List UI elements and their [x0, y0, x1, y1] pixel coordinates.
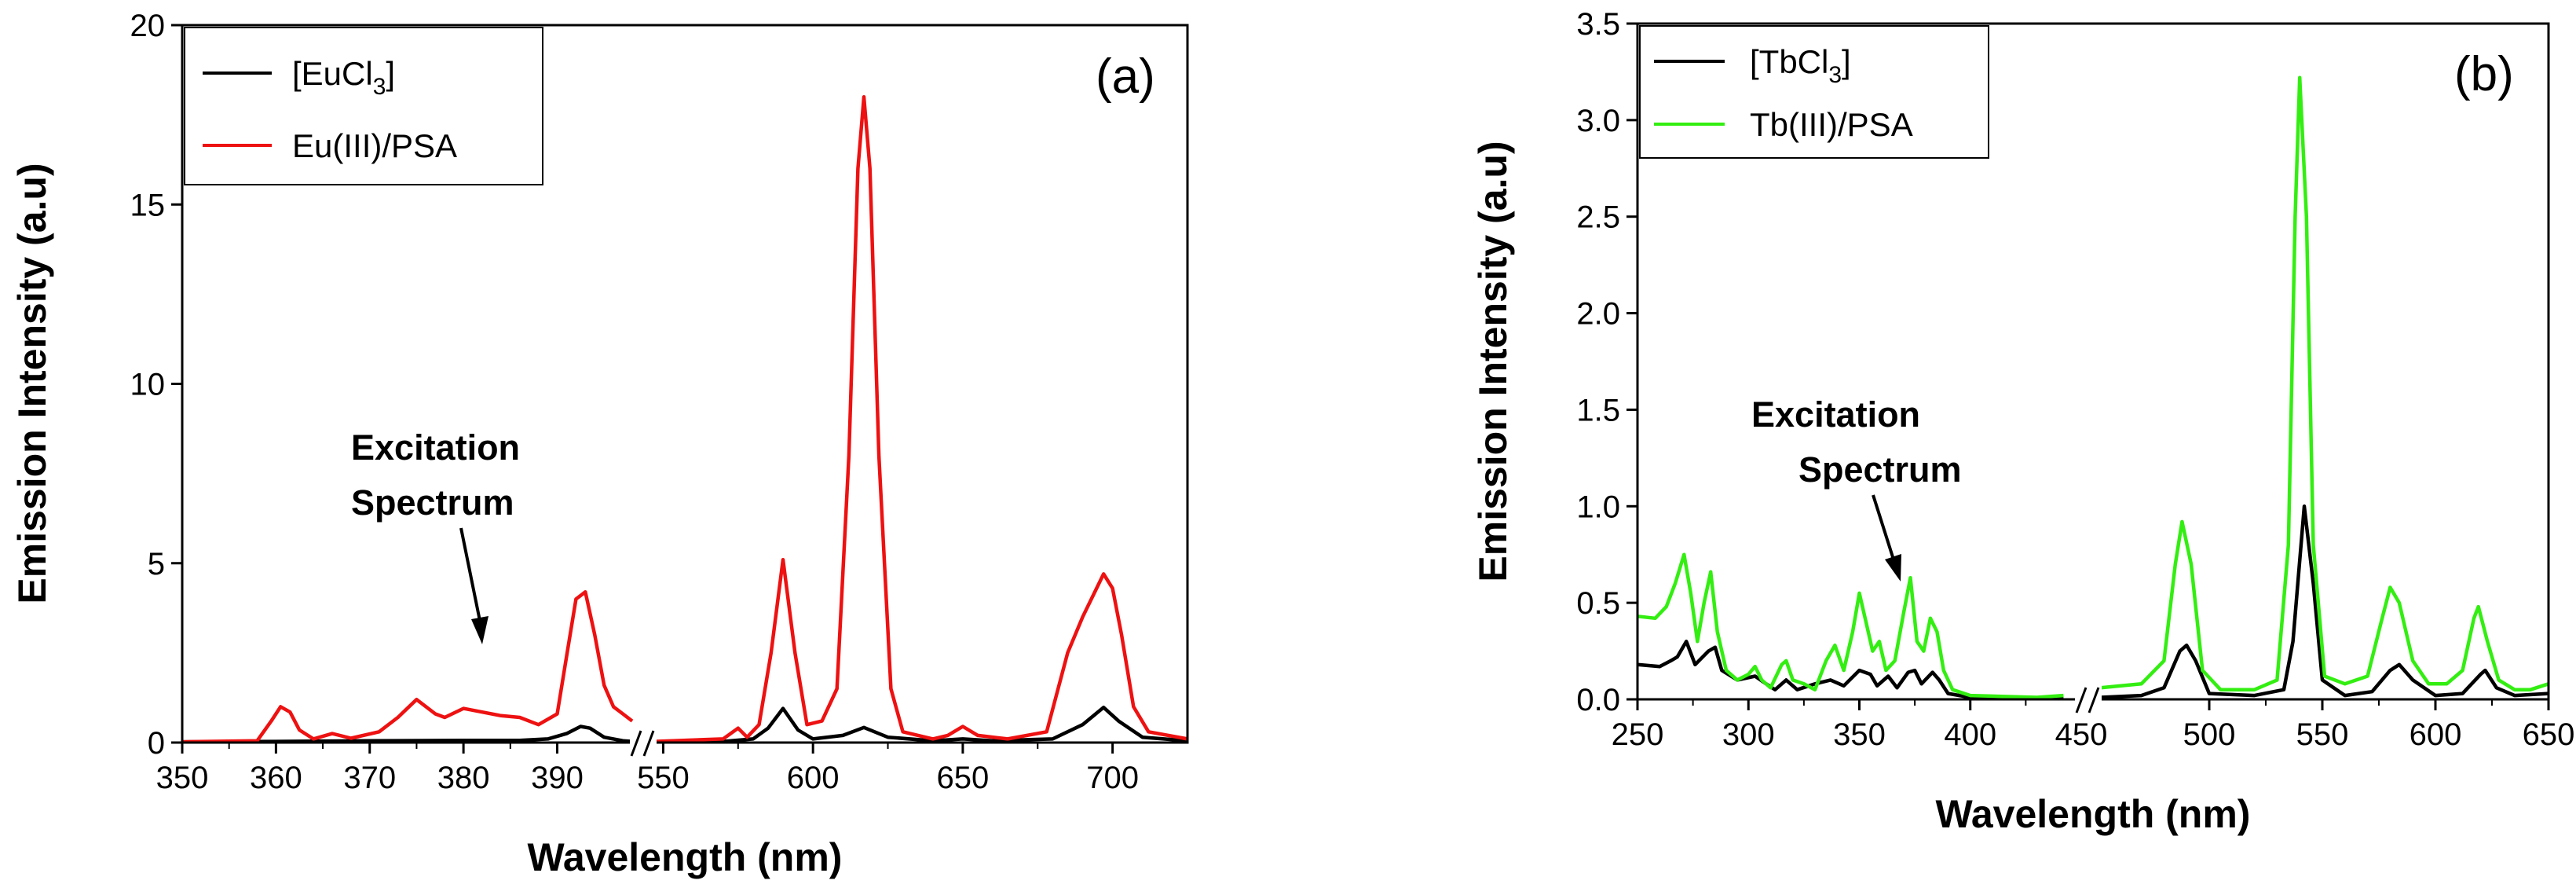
- axis-break-a: [630, 724, 657, 762]
- series-line-a-0-seg0: [181, 724, 633, 744]
- legend-label-eu-psa: Eu(III)/PSA: [292, 127, 457, 164]
- legend-label-tbcl3: [TbCl3]: [1750, 43, 1851, 88]
- series-layer-a: [181, 95, 1188, 744]
- x-tick-label-a-0-4: 390: [531, 761, 584, 795]
- legend-label-eucl3: [EuCl3]: [292, 55, 395, 100]
- x-tick-label-b-1-0: 500: [2183, 717, 2236, 752]
- x-tick-label-b-0-3: 400: [1944, 717, 1996, 752]
- annotation-arrow-a: [459, 527, 488, 644]
- y-tick-label-b-5: 2.5: [1576, 200, 1620, 235]
- legend-box-b: [1639, 25, 1989, 159]
- panel-label-a: (a): [1096, 50, 1155, 104]
- series-line-a-1-seg0: [181, 590, 634, 744]
- annotation-line1-a: Excitation: [351, 427, 520, 468]
- chart-panel-a: 0 5 10 15 20 350 360 370 380 390 550 600 650 700 [EuC…: [10, 9, 1189, 879]
- y-tick-label-b-7: 3.5: [1576, 7, 1620, 42]
- x-axis-title-a: Wavelength (nm): [528, 835, 843, 879]
- y-tick-label-b-0: 0.0: [1576, 683, 1620, 717]
- y-tick-label-b-2: 1.0: [1576, 490, 1620, 524]
- panel-label-b: (b): [2454, 47, 2514, 101]
- y-tick-label-b-1: 0.5: [1576, 586, 1620, 621]
- series-line-b-0-seg1: [2100, 504, 2549, 699]
- x-tick-label-a-0-0: 350: [156, 761, 209, 795]
- x-tick-label-b-1-2: 600: [2410, 717, 2462, 752]
- x-tick-label-b-0-0: 250: [1612, 717, 1664, 752]
- legend-b: [TbCl3] Tb(III)/PSA: [1639, 25, 1989, 159]
- x-tick-label-a-1-1: 600: [787, 761, 840, 795]
- x-tick-label-b-1-3: 650: [2523, 717, 2575, 752]
- y-tick-label-b-6: 3.0: [1576, 104, 1620, 138]
- x-tick-label-a-1-2: 650: [937, 761, 990, 795]
- x-axis-title-b: Wavelength (nm): [1936, 792, 2251, 836]
- x-tick-label-b-0-2: 350: [1833, 717, 1886, 752]
- annotation-line2-a: Spectrum: [351, 482, 514, 523]
- series-line-a-1-seg1: [653, 95, 1188, 743]
- x-tick-label-a-0-1: 360: [250, 761, 302, 795]
- y-tick-label-a-3: 15: [130, 188, 166, 222]
- series-line-b-1-seg1: [2100, 75, 2549, 691]
- tick-layer-b: 0.0 0.5 1.0 1.5 2.0 2.5 3.0 3.5 250 300 350 400 450 5…: [1576, 7, 2574, 752]
- series-line-b-0-seg0: [1637, 640, 2064, 701]
- y-axis-title-a: Emission Intensity (a.u): [10, 163, 54, 603]
- tick-layer-a: 0 5 10 15 20 350 360 370 380 390 550 600 650 700: [130, 9, 1140, 795]
- x-tick-label-a-0-3: 380: [437, 761, 490, 795]
- y-tick-label-a-0: 0: [148, 726, 165, 761]
- y-axis-title-b: Emission Intensity (a.u): [1471, 141, 1515, 581]
- y-tick-label-a-4: 20: [130, 9, 166, 43]
- y-tick-label-b-4: 2.0: [1576, 297, 1620, 332]
- legend-label-tb-psa: Tb(III)/PSA: [1750, 106, 1913, 143]
- x-tick-label-a-0-2: 370: [343, 761, 396, 795]
- x-tick-label-a-1-3: 700: [1086, 761, 1139, 795]
- annotation-line2-b: Spectrum: [1798, 449, 1962, 490]
- annotation-line1-b: Excitation: [1751, 394, 1920, 435]
- series-layer-b: [1637, 75, 2549, 701]
- y-tick-label-b-3: 1.5: [1576, 393, 1620, 427]
- plot-frame-a: [181, 24, 1189, 744]
- legend-box-a: [184, 27, 543, 185]
- y-tick-label-a-2: 10: [130, 368, 166, 402]
- series-line-b-1-seg0: [1637, 552, 2064, 699]
- y-tick-label-a-1: 5: [148, 547, 165, 581]
- x-tick-label-a-1-0: 550: [637, 761, 690, 795]
- legend-a: [EuCl3] Eu(III)/PSA: [184, 27, 543, 185]
- chart-panel-b: 0.0 0.5 1.0 1.5 2.0 2.5 3.0 3.5 250 300 350 400 450 5…: [1471, 7, 2574, 836]
- series-line-a-0-seg1: [653, 706, 1188, 744]
- x-tick-label-b-0-1: 300: [1722, 717, 1775, 752]
- x-tick-label-b-0-4: 450: [2055, 717, 2108, 752]
- annotation-arrow-b: [1872, 494, 1901, 581]
- x-tick-label-b-1-1: 550: [2296, 717, 2349, 752]
- axis-break-b: [2075, 681, 2102, 719]
